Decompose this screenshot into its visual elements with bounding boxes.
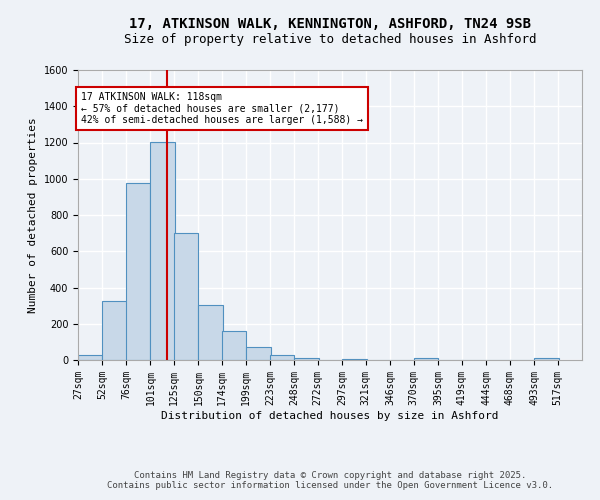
X-axis label: Distribution of detached houses by size in Ashford: Distribution of detached houses by size …: [161, 410, 499, 420]
Bar: [222, 332, 247, 360]
Text: 17 ATKINSON WALK: 118sqm
← 57% of detached houses are smaller (2,177)
42% of sem: 17 ATKINSON WALK: 118sqm ← 57% of detach…: [81, 92, 363, 125]
Text: Contains HM Land Registry data © Crown copyright and database right 2025.
Contai: Contains HM Land Registry data © Crown c…: [107, 470, 553, 490]
Bar: [199, 304, 223, 360]
Bar: [247, 348, 271, 360]
Bar: [342, 358, 367, 360]
Bar: [270, 355, 294, 360]
Bar: [126, 184, 151, 360]
Bar: [413, 358, 438, 360]
Bar: [78, 356, 103, 360]
Bar: [103, 301, 127, 360]
Text: Size of property relative to detached houses in Ashford: Size of property relative to detached ho…: [124, 32, 536, 46]
Bar: [534, 358, 559, 360]
Text: 17, ATKINSON WALK, KENNINGTON, ASHFORD, TN24 9SB: 17, ATKINSON WALK, KENNINGTON, ASHFORD, …: [129, 18, 531, 32]
Bar: [174, 233, 199, 360]
Bar: [294, 358, 319, 360]
Y-axis label: Number of detached properties: Number of detached properties: [28, 117, 38, 313]
Bar: [151, 142, 175, 360]
